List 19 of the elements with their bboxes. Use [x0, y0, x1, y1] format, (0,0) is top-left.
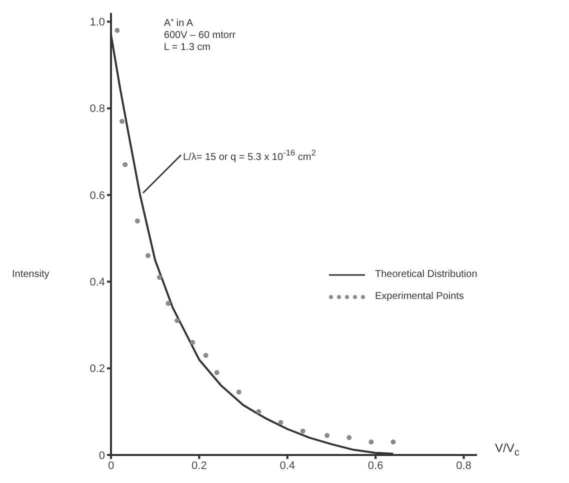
legend-label: Experimental Points — [375, 290, 464, 304]
x-axis-title: V/V$_{c}$ — [495, 441, 520, 458]
x-tick-label: 0.6 — [368, 460, 384, 472]
y-tick-label: 0 — [98, 450, 105, 462]
x-tick-label: 0.8 — [456, 460, 472, 472]
y-tick-label: 1.0 — [90, 16, 105, 29]
annotation: L = 1.3 cm — [164, 42, 211, 53]
legend-label: Theoretical Distribution — [375, 268, 478, 282]
annotation: 600V – 60 mtorr — [164, 30, 236, 41]
annotation: L/λ= 15 or q = 5.3 x 10$^{-16}$ cm$^{2}$ — [182, 148, 316, 164]
y-tick-label: 0.2 — [90, 363, 105, 376]
x-tick-label: 0 — [108, 460, 114, 472]
y-tick-label: 0.4 — [90, 276, 105, 289]
x-tick-label: 0.2 — [192, 460, 207, 472]
y-tick-label: 0.6 — [90, 190, 105, 202]
x-tick-label: 0.4 — [280, 460, 296, 472]
y-axis-title: Intensity — [12, 268, 50, 280]
annotation: A⁺ in A — [164, 18, 194, 29]
y-tick-label: 0.8 — [90, 103, 105, 116]
